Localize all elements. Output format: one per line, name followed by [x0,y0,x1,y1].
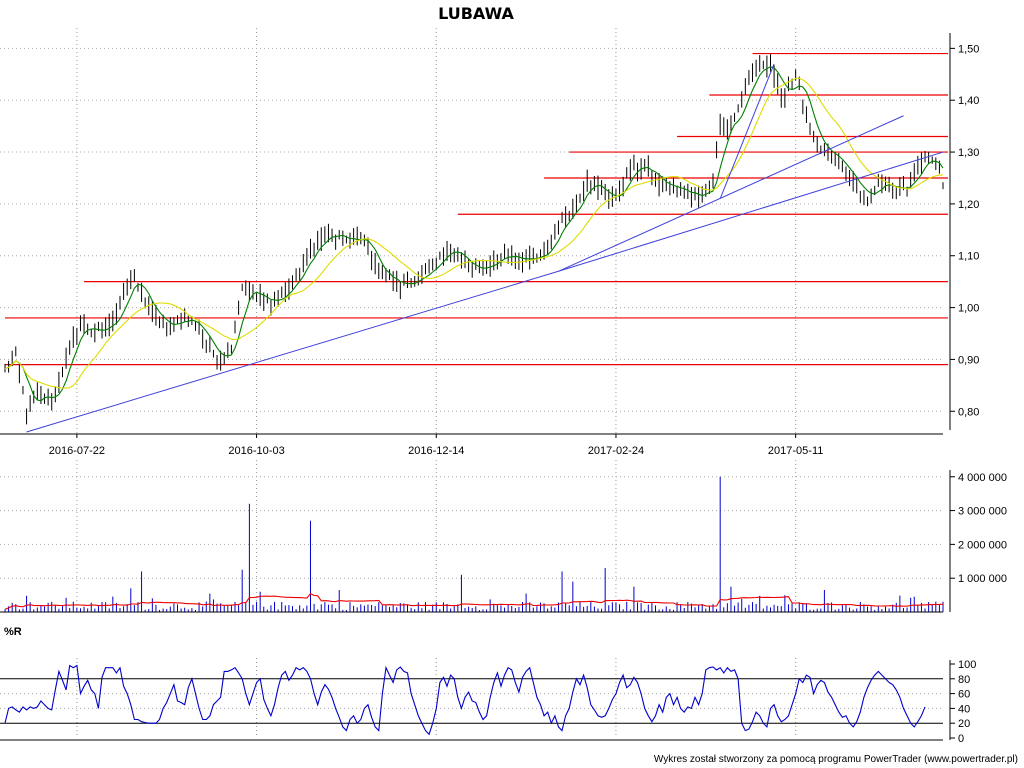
volume-tick-label: 3 000 000 [958,506,1007,518]
volume-moving-average [4,593,944,610]
trend-line [26,270,559,433]
williams-r-axis: 100 80 60 40 20 0 [0,659,976,745]
wr-tick-label: 80 [958,674,970,686]
williams-r-label: %R [4,626,22,638]
wr-tick-label: 0 [958,733,964,745]
volume-tick-label: 4 000 000 [958,472,1007,484]
trend-line [719,63,775,199]
volume-tick-label: 2 000 000 [958,539,1007,551]
price-tick-label: 1,00 [958,303,979,315]
price-grid [0,28,943,438]
price-tick-label: 1,20 [958,199,979,211]
wr-tick-label: 40 [958,703,970,715]
date-tick-label: 2016-07-22 [49,445,105,457]
trend-line [558,151,944,272]
williams-r-grid [0,658,943,738]
volume-ma-line [4,593,944,610]
footer-credit: Wykres został stworzony za pomocą progra… [654,754,1018,765]
horizontal-levels [5,52,948,366]
price-tick-label: 1,50 [958,43,979,55]
volume-tick-label: 1 000 000 [958,573,1007,585]
date-tick-label: 2016-10-03 [228,445,284,457]
trend-line [558,115,904,272]
price-tick-label: 1,30 [958,147,979,159]
price-tick-label: 1,40 [958,95,979,107]
price-panel: 1,50 1,40 1,30 1,20 1,10 1,00 0,90 0,80 2016-07-… [0,28,979,457]
williams-r-panel: %R 100 80 60 40 20 0 [0,626,976,745]
volume-grid [0,460,943,612]
volume-panel: 4 000 000 3 000 000 2 000 000 1 000 000 [0,460,1007,613]
williams-r-line [4,664,926,736]
wr-tick-label: 20 [958,718,970,730]
price-tick-label: 0,80 [958,406,979,418]
price-tick-label: 1,10 [958,251,979,263]
date-tick-label: 2016-12-14 [408,445,464,457]
price-axis: 1,50 1,40 1,30 1,20 1,10 1,00 0,90 0,80 2016-07-… [0,33,979,457]
volume-axis: 4 000 000 3 000 000 2 000 000 1 000 000 [0,470,1007,613]
volume-bars [4,476,944,612]
moving-averages [4,66,944,402]
date-tick-label: 2017-02-24 [588,445,644,457]
date-tick-label: 2017-05-11 [768,445,823,457]
wr-tick-label: 60 [958,689,970,701]
trend-lines [26,63,944,433]
chart-title: LUBAWA [438,4,514,23]
ohlc-bars [4,54,944,425]
wr-tick-label: 100 [958,659,976,671]
moving-average-line [4,66,944,402]
price-tick-label: 0,90 [958,354,979,366]
wr-series-line [4,664,926,736]
moving-average-line [4,77,944,389]
